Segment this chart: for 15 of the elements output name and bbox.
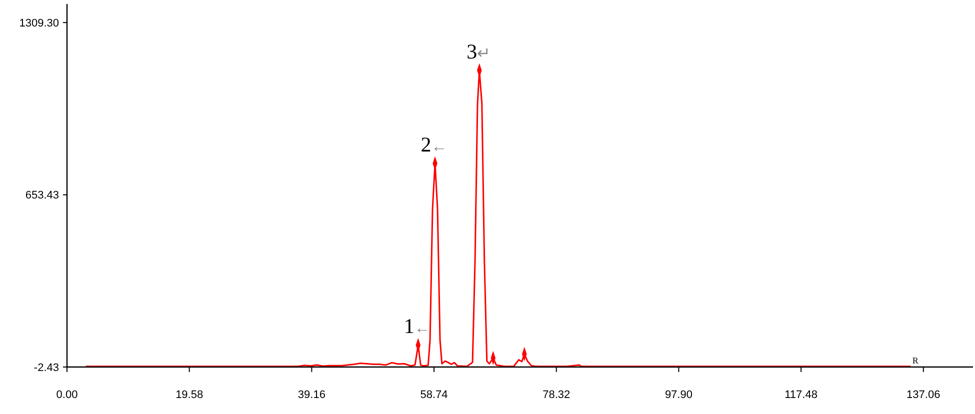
annotation: 2← xyxy=(420,132,448,156)
x-tick-label: 39.16 xyxy=(298,389,326,401)
y-tick-label: -2.43 xyxy=(34,362,59,374)
annotation: R xyxy=(912,355,918,366)
x-tick-label: 19.58 xyxy=(176,389,204,401)
annotation: 1← xyxy=(404,314,430,338)
y-tick-label: 1309.30 xyxy=(19,17,59,30)
x-tick-label: 58.74 xyxy=(420,389,448,401)
x-tick-label: 78.32 xyxy=(542,389,570,401)
x-tick-label: 97.90 xyxy=(664,389,692,401)
x-tick-label: 0.00 xyxy=(56,389,78,401)
x-tick-label: 137.06 xyxy=(906,389,940,401)
x-tick-label: 117.48 xyxy=(784,389,818,401)
y-tick-label: 653.43 xyxy=(25,190,59,202)
annotation: 3↵ xyxy=(466,39,490,64)
